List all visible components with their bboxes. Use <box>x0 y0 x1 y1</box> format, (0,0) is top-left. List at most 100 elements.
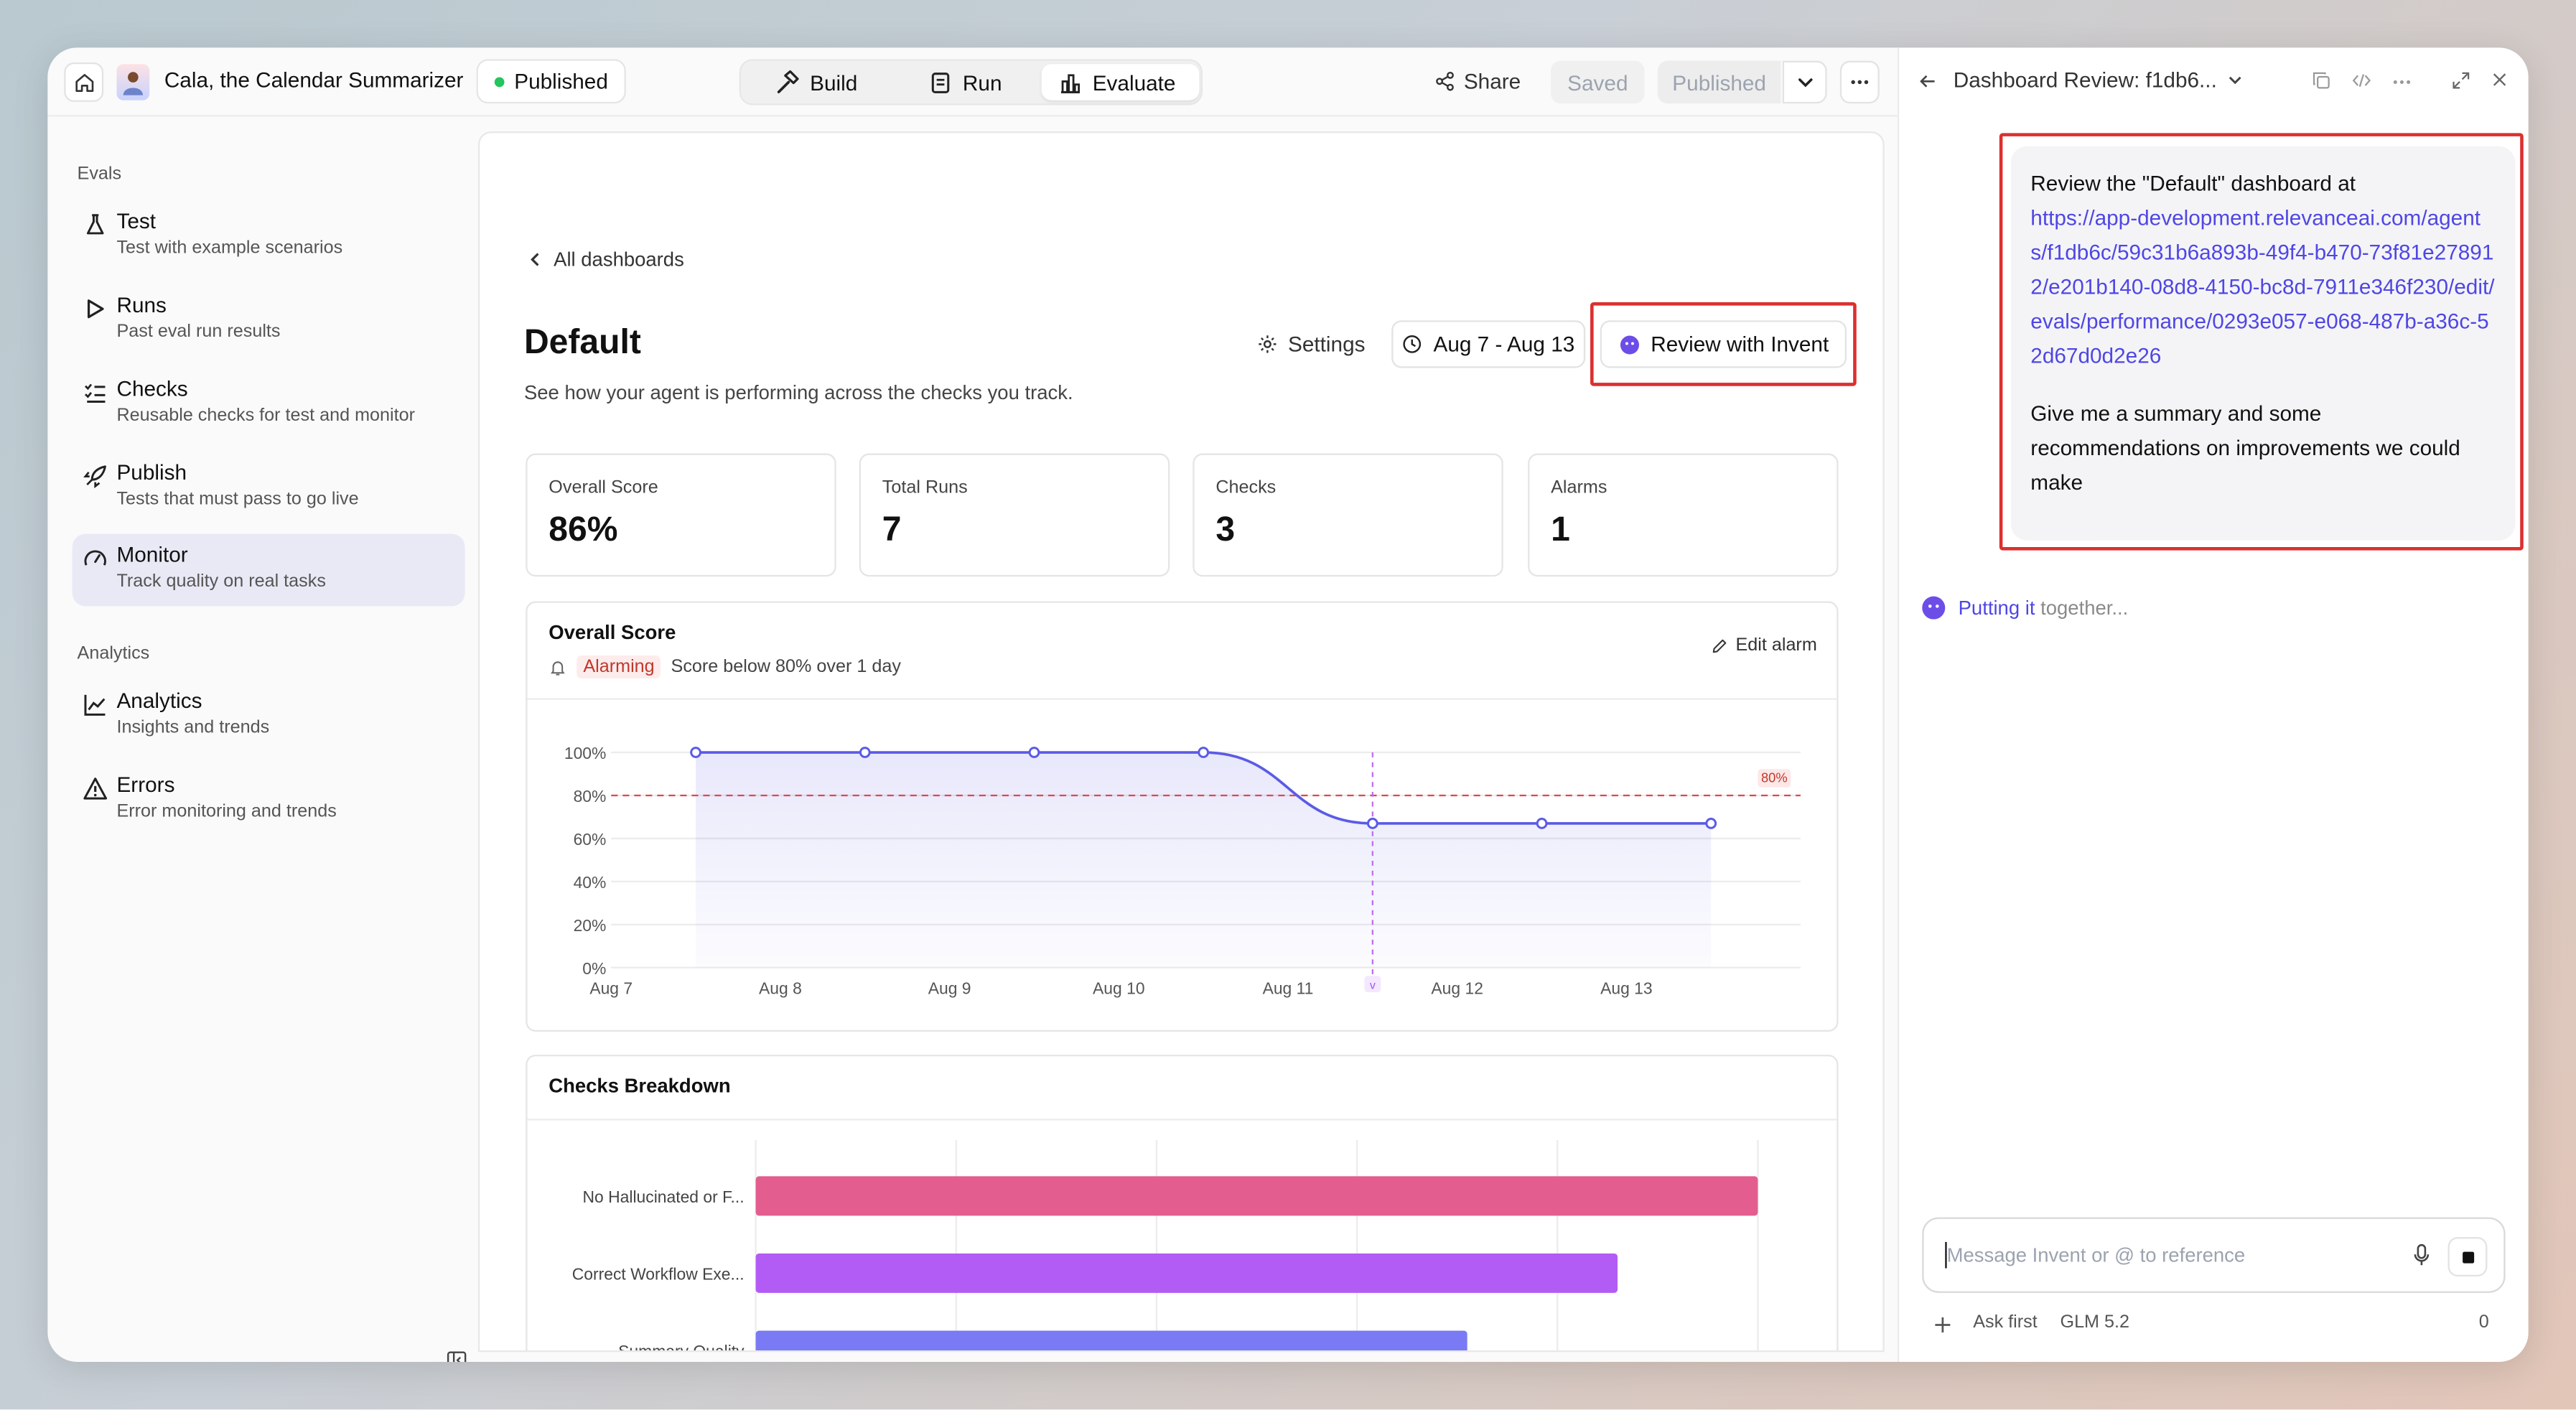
status-badge[interactable]: Published <box>476 59 627 104</box>
rocket-icon <box>83 465 106 489</box>
more-dots-icon[interactable] <box>2392 79 2412 85</box>
close-icon[interactable] <box>2491 70 2509 88</box>
home-button[interactable] <box>64 62 104 102</box>
sidebar-item-monitor[interactable]: Monitor Track quality on real tasks <box>72 533 465 607</box>
review-with-invent-button[interactable]: Review with Invent <box>1600 320 1847 368</box>
sidebar-item-test[interactable]: Test Test with example scenarios <box>73 200 465 273</box>
agent-name: Cala, the Calendar Summarizer <box>164 67 464 93</box>
hover-marker-badge <box>1364 976 1381 993</box>
settings-button[interactable]: Settings <box>1257 332 1366 357</box>
clock-icon <box>1404 335 1422 353</box>
checklist-icon <box>85 383 106 403</box>
sidebar-item-title: Runs <box>116 292 167 317</box>
code-icon[interactable] <box>2351 70 2373 90</box>
stat-value: 86% <box>549 510 618 549</box>
category-label: Correct Workflow Exe... <box>572 1265 745 1284</box>
microphone-icon[interactable] <box>2412 1243 2431 1266</box>
x-tick-label: Aug 11 <box>1263 979 1314 997</box>
sidebar-item-publish[interactable]: Publish Tests that must pass to go live <box>73 452 465 524</box>
tab-build[interactable]: Build <box>757 64 874 100</box>
message-input-placeholder: Message Invent or @ to reference <box>1946 1243 2246 1267</box>
copy-icon[interactable] <box>2312 70 2331 90</box>
category-label: No Hallucinated or F... <box>583 1187 745 1206</box>
back-to-dashboards-link[interactable]: All dashboards <box>528 248 684 271</box>
page-subtitle: See how your agent is performing across … <box>523 380 1073 404</box>
sidebar-item-title: Publish <box>116 459 187 485</box>
collapse-sidebar-icon[interactable] <box>445 1349 468 1362</box>
x-tick-label: Aug 10 <box>1093 979 1145 997</box>
chevron-down-icon <box>1797 78 1812 88</box>
stat-card-overall-score: Overall Score 86% <box>526 453 836 577</box>
sidebar-section-evals: Evals <box>77 164 122 185</box>
chevron-down-icon <box>2229 76 2242 85</box>
tab-run[interactable]: Run <box>912 64 1018 100</box>
card-title: Overall Score <box>549 620 676 644</box>
hammer-icon <box>777 70 799 93</box>
overall-score-card: Overall Score Alarming Score below 80% o… <box>526 601 1839 1032</box>
sidebar-item-subtitle: Insights and trends <box>116 717 270 738</box>
stat-value: 1 <box>1551 510 1570 549</box>
sidebar-item-title: Monitor <box>116 542 188 567</box>
message-intro: Review the "Default" dashboard at <box>2030 170 2356 196</box>
document-icon <box>931 72 950 93</box>
bell-icon <box>551 660 565 675</box>
sidebar-item-checks[interactable]: Checks Reusable checks for test and moni… <box>73 368 465 441</box>
stop-button[interactable] <box>2447 1237 2488 1276</box>
date-range-button[interactable]: Aug 7 - Aug 13 <box>1391 320 1586 368</box>
more-dots-icon <box>1851 80 1869 85</box>
plus-icon[interactable] <box>1933 1316 1951 1334</box>
assistant-status: Putting it together... <box>1921 594 2128 621</box>
sidebar-item-analytics[interactable]: Analytics Insights and trends <box>73 680 465 752</box>
expand-icon[interactable] <box>2451 70 2470 90</box>
back-label: All dashboards <box>554 248 684 271</box>
sidebar-item-subtitle: Test with example scenarios <box>116 238 343 258</box>
card-title: Checks Breakdown <box>549 1074 731 1098</box>
stat-label: Checks <box>1215 477 1277 498</box>
alarm-text: Score below 80% over 1 day <box>671 657 901 677</box>
x-tick-label: Aug 8 <box>759 979 802 997</box>
message-input[interactable]: Message Invent or @ to reference <box>1922 1217 2506 1293</box>
y-tick-label: 100% <box>564 744 607 762</box>
sidebar-item-subtitle: Error monitoring and trends <box>116 801 337 822</box>
sidebar-item-title: Test <box>116 208 157 233</box>
app-window: Cala, the Calendar Summarizer Published … <box>47 47 2529 1362</box>
published-button[interactable]: Published <box>1657 60 1781 104</box>
status-rest: together... <box>2040 596 2129 620</box>
score-point <box>1536 818 1548 829</box>
chat-title[interactable]: Dashboard Review: f1db6... <box>1954 67 2245 92</box>
stat-label: Total Runs <box>882 477 968 498</box>
sidebar-item-errors[interactable]: Errors Error monitoring and trends <box>73 764 465 836</box>
user-message-bubble: Review the "Default" dashboard at https:… <box>2010 146 2516 541</box>
edit-alarm-button[interactable]: Edit alarm <box>1711 636 1817 655</box>
sidebar-item-subtitle: Tests that must pass to go live <box>116 489 359 510</box>
sidebar: Evals Test Test with example scenarios R… <box>61 131 477 1362</box>
arrow-left-icon[interactable] <box>1917 70 1938 92</box>
saved-button[interactable]: Saved <box>1551 60 1645 104</box>
checks-breakdown-bar-chart: No Hallucinated or F... Correct Workflow … <box>572 1140 1759 1350</box>
stat-card-total-runs: Total Runs 7 <box>859 453 1170 577</box>
score-point <box>690 747 701 758</box>
more-menu-button[interactable] <box>1839 60 1880 104</box>
divider <box>527 1119 1837 1121</box>
threshold-label: 80% <box>1761 770 1788 785</box>
share-icon <box>1436 71 1454 91</box>
publish-options-button[interactable] <box>1782 60 1827 104</box>
dashboard-link[interactable]: https://app-development.relevanceai.com/… <box>2030 205 2495 368</box>
tab-build-label: Build <box>810 70 858 95</box>
gauge-icon <box>84 550 106 566</box>
invent-logo-icon <box>1922 596 1946 620</box>
top-bar: Cala, the Calendar Summarizer Published … <box>47 47 1898 117</box>
sidebar-item-subtitle: Track quality on real tasks <box>116 571 326 592</box>
stat-value: 7 <box>882 510 902 549</box>
ask-first-toggle[interactable]: Ask first <box>1973 1312 2038 1332</box>
tab-evaluate[interactable]: Evaluate <box>1041 64 1200 101</box>
model-selector[interactable]: GLM 5.2 <box>2060 1312 2130 1332</box>
share-button[interactable]: Share <box>1434 69 1521 93</box>
y-tick-label: 20% <box>574 916 607 935</box>
chat-title-label: Dashboard Review: f1db6... <box>1953 67 2217 93</box>
gear-icon <box>1259 335 1277 353</box>
stat-label: Overall Score <box>549 477 658 498</box>
sidebar-item-runs[interactable]: Runs Past eval run results <box>73 284 465 357</box>
sidebar-item-subtitle: Reusable checks for test and monitor <box>116 406 416 426</box>
